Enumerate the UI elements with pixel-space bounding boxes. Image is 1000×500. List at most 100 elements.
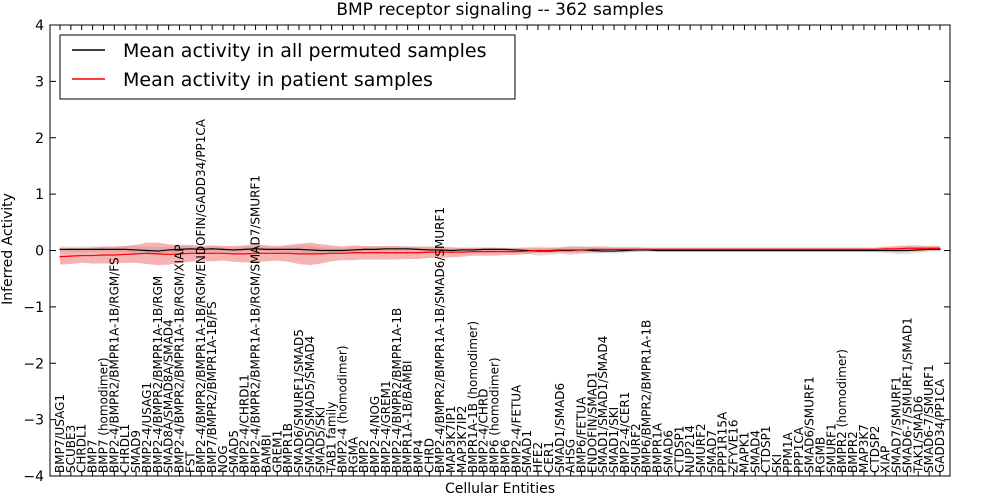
point-series-1: [798, 248, 800, 250]
line-series-0: [60, 248, 940, 252]
y-axis-label: Inferred Activity: [0, 193, 16, 305]
point-series-0: [591, 249, 593, 252]
x-tick-label: BMP4: [412, 440, 426, 473]
x-tick-label: FST: [183, 451, 197, 473]
point-series-0: [776, 249, 778, 252]
x-tick-label: BMP2-4/BMPR2/BMPR1A-1B/RGM/FS: [107, 257, 121, 473]
x-tick-label: SMAD6/SMURF1: [803, 376, 817, 473]
x-tick-label: PPP1CA: [792, 426, 806, 473]
point-series-1: [472, 251, 474, 253]
y-tick-label: 4: [35, 18, 44, 34]
x-tick-label: SMAD5/SKI: [314, 407, 328, 473]
point-series-0: [863, 249, 865, 252]
point-series-1: [700, 248, 702, 250]
point-series-0: [885, 249, 887, 252]
x-tick-label: BMP7/BMPR2/BMPR1A-1B/FS: [205, 301, 219, 473]
point-series-1: [580, 249, 583, 251]
point-series-0: [624, 249, 626, 252]
point-series-1: [341, 252, 344, 254]
point-series-0: [450, 249, 452, 252]
point-series-1: [287, 252, 289, 254]
x-tick-label: BMPR2: [846, 431, 860, 473]
point-series-1: [385, 252, 387, 254]
point-series-0: [483, 248, 485, 250]
point-series-0: [211, 248, 213, 250]
point-series-0: [754, 249, 756, 252]
x-tick-label: BMP7: [86, 440, 100, 473]
y-tick-label: −4: [23, 469, 44, 485]
point-series-1: [265, 252, 268, 254]
point-series-1: [135, 253, 137, 255]
x-tick-label: SMURF1: [824, 423, 838, 473]
x-tick-label: CHRDL1: [118, 424, 132, 473]
point-series-0: [493, 248, 496, 250]
point-series-0: [428, 249, 430, 251]
x-tick-label: MAPK1: [737, 432, 751, 473]
point-series-1: [559, 249, 561, 251]
point-series-1: [722, 248, 724, 250]
point-series-1: [548, 249, 550, 252]
point-series-1: [711, 248, 713, 250]
point-series-0: [59, 248, 61, 250]
point-series-0: [320, 249, 322, 252]
x-tick-label: BMP2-4/BMPR2/BMPR1A-1B: [390, 308, 404, 473]
point-series-1: [352, 252, 354, 254]
point-series-0: [689, 249, 691, 252]
x-tick-label: SMAD5: [227, 430, 241, 473]
point-series-0: [613, 250, 615, 252]
point-series-0: [341, 249, 344, 252]
point-series-0: [504, 248, 507, 250]
x-tick-label: BMP6: [498, 440, 512, 473]
point-series-0: [70, 248, 72, 250]
point-series-0: [287, 248, 289, 250]
point-series-1: [113, 254, 115, 256]
point-series-0: [352, 249, 354, 251]
x-tick-label: NOG: [216, 445, 230, 473]
point-series-1: [526, 250, 528, 252]
point-series-1: [743, 248, 746, 250]
x-tick-label: GADD34/PP1CA: [933, 378, 947, 473]
point-series-0: [439, 249, 441, 251]
point-series-0: [809, 249, 811, 252]
point-series-1: [396, 252, 398, 254]
point-series-1: [939, 247, 941, 249]
x-tick-label: BMP2-4/BMPR2/BMPR1A-1B/RGM/ENDOFIN/GADD3…: [194, 118, 208, 473]
x-tick-label: NUP214: [683, 425, 697, 473]
x-tick-label: SMAD6-7/SMURF1: [922, 364, 936, 473]
point-series-0: [830, 249, 832, 252]
point-series-0: [917, 249, 919, 251]
x-tick-label: PPM1A: [781, 432, 795, 473]
point-series-1: [483, 251, 485, 253]
x-tick-label: SMAD7/SMURF1: [890, 376, 904, 473]
point-series-0: [765, 249, 767, 252]
point-series-0: [472, 249, 474, 251]
x-tick-label: PPP1R15A: [716, 411, 730, 473]
point-series-0: [200, 248, 202, 250]
x-tick-label: AHSG: [564, 439, 578, 473]
point-series-0: [407, 248, 409, 250]
x-tick-label: BMPR1A-1B/BAMBI: [401, 360, 415, 473]
point-series-0: [895, 249, 898, 252]
point-series-1: [928, 247, 930, 249]
point-series-0: [233, 249, 235, 251]
point-series-1: [689, 248, 691, 250]
x-tick-label: SMAD1/SMAD6: [553, 383, 567, 473]
y-axis: −4 −3 −2 −1 0 1 2 3 4: [23, 18, 950, 485]
point-series-1: [331, 252, 333, 254]
x-tick-label: SKI: [770, 454, 784, 473]
chart-title: BMP receptor signaling -- 362 samples: [336, 0, 663, 20]
x-tick-label: BMPR1B: [281, 423, 295, 473]
point-series-1: [81, 254, 83, 257]
point-series-1: [222, 252, 224, 254]
x-tick-label: BMP2-4/BMPR2/BMPR1A-1B/SMAD6/SMURF1: [433, 207, 447, 473]
point-series-1: [407, 252, 409, 254]
point-series-0: [265, 248, 268, 250]
point-series-1: [635, 248, 637, 250]
x-tick-label: CHRD: [422, 438, 436, 473]
x-tick-label: BMP7 (homodimer): [96, 357, 110, 473]
point-series-1: [146, 252, 148, 254]
point-series-0: [363, 248, 365, 250]
point-series-1: [450, 251, 452, 253]
point-series-1: [70, 255, 72, 257]
